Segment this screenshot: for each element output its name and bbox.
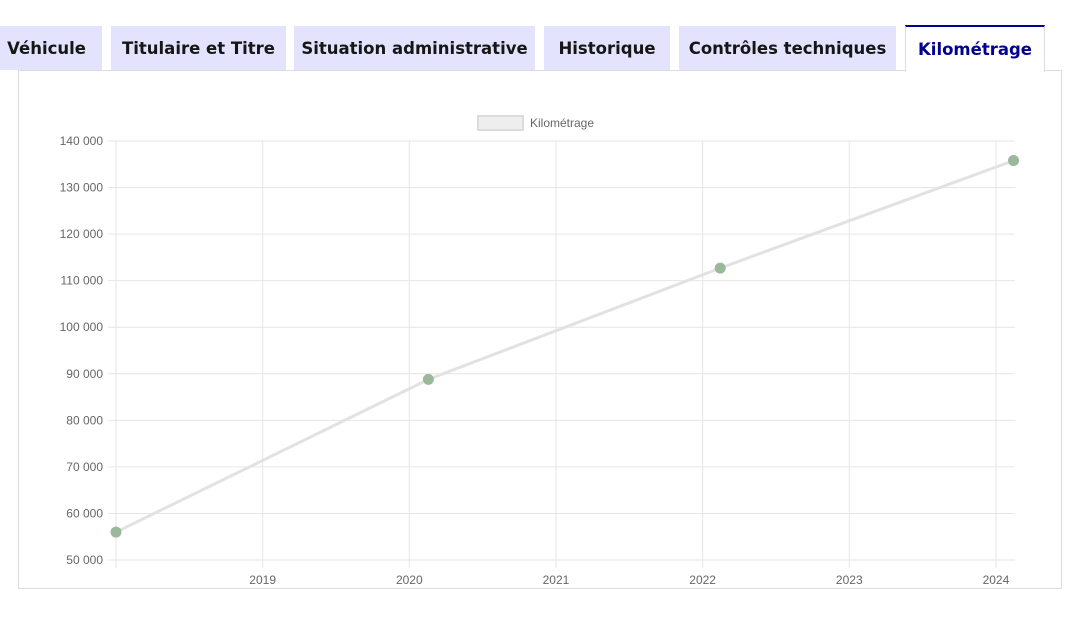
tab-kilometrage[interactable]: Kilométrage <box>905 25 1045 72</box>
tab-bar: Véhicule Titulaire et Titre Situation ad… <box>0 0 1080 72</box>
mileage-panel <box>18 70 1062 589</box>
tab-historique[interactable]: Historique <box>544 26 670 70</box>
tab-controles-techniques[interactable]: Contrôles techniques <box>679 26 896 70</box>
tab-situation-administrative[interactable]: Situation administrative <box>294 26 535 70</box>
tab-vehicule[interactable]: Véhicule <box>0 26 102 70</box>
tab-titulaire-et-titre[interactable]: Titulaire et Titre <box>111 26 286 70</box>
